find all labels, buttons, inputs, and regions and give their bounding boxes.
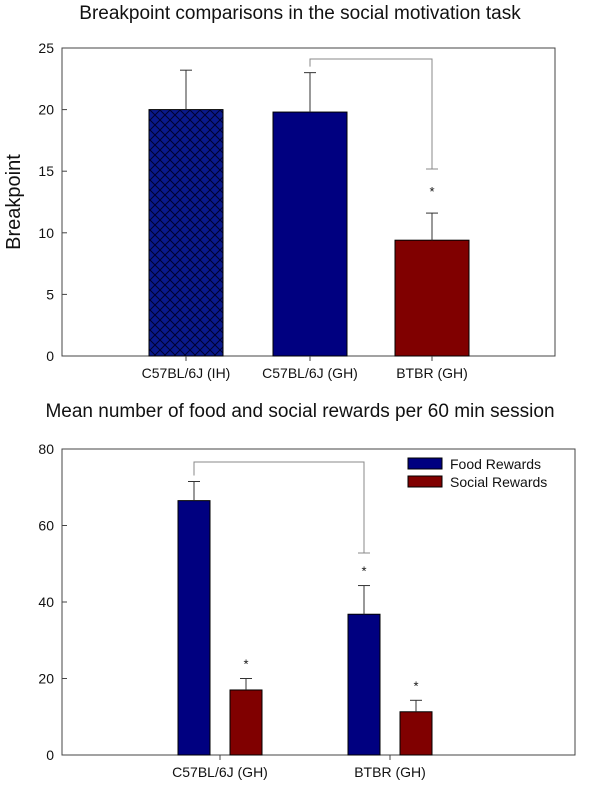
y-tick-label: 15 — [38, 163, 54, 179]
y-tick-label: 20 — [38, 102, 54, 118]
plot-frame — [61, 448, 576, 756]
y-tick-label: 10 — [38, 225, 54, 241]
bar-social-rewards-0 — [229, 689, 263, 756]
bar-food-rewards-1 — [347, 613, 381, 756]
y-tick-label: 0 — [46, 747, 54, 763]
y-axis-label: Breakpoint — [3, 154, 25, 250]
chart1-title: Breakpoint comparisons in the social mot… — [79, 3, 521, 24]
x-tick-label: BTBR (GH) — [396, 365, 468, 381]
y-tick-label: 80 — [38, 441, 54, 457]
y-tick-label: 5 — [46, 286, 54, 302]
legend-swatch-0 — [407, 457, 443, 470]
breakpoint-chart: 0 5 10 15 20 25 Breakpoint C57BL/6J (IH) C57BL/6… — [3, 40, 556, 381]
significance-marker: * — [429, 184, 434, 199]
legend-label-0: Food Rewards — [450, 456, 541, 472]
y-tick-label: 40 — [38, 594, 54, 610]
y-tick-label: 25 — [38, 40, 54, 56]
x-tick-label: C57BL/6J (GH) — [172, 764, 268, 780]
significance-bracket — [193, 461, 365, 553]
legend-swatch-1 — [407, 475, 443, 488]
significance-marker: * — [243, 657, 248, 672]
x-tick-label: C57BL/6J (IH) — [142, 365, 231, 381]
y-tick-label: 60 — [38, 518, 54, 534]
significance-bracket — [309, 58, 433, 169]
x-tick-label: BTBR (GH) — [354, 764, 426, 780]
y-tick-label: 20 — [38, 671, 54, 687]
x-tick-label: C57BL/6J (GH) — [262, 365, 358, 381]
legend-label-1: Social Rewards — [450, 474, 547, 490]
y-tick-label: 0 — [46, 348, 54, 364]
chart2-title: Mean number of food and social rewards p… — [45, 401, 555, 422]
significance-marker: * — [413, 678, 418, 693]
bar-social-rewards-1 — [399, 711, 433, 756]
bar-2 — [394, 239, 470, 357]
bar-0 — [148, 109, 224, 357]
bar-1 — [272, 111, 348, 357]
bar-food-rewards-0 — [177, 500, 211, 756]
significance-marker: * — [361, 564, 366, 579]
